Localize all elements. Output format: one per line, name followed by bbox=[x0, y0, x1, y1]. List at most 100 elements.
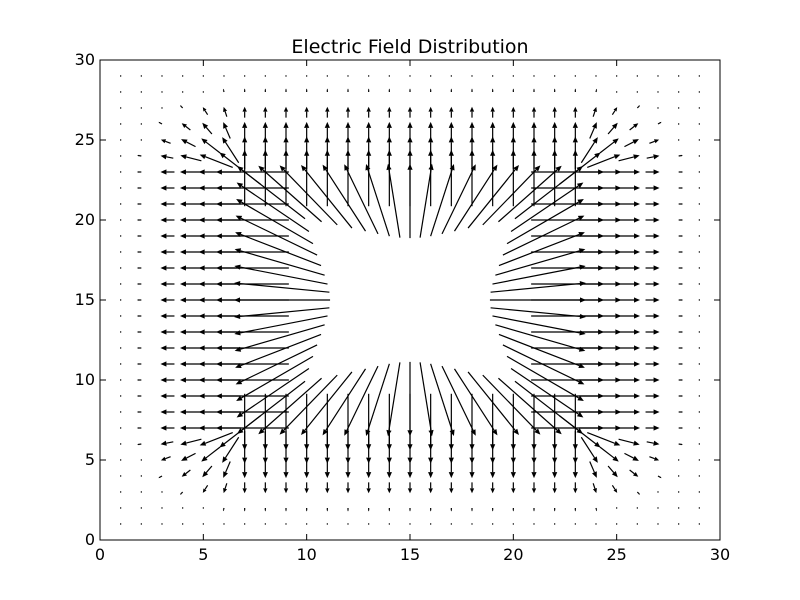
field-arrow bbox=[409, 88, 411, 92]
field-arrow bbox=[531, 393, 537, 451]
field-dot bbox=[181, 91, 184, 93]
field-arrow bbox=[450, 88, 453, 92]
field-dot bbox=[119, 267, 122, 269]
y-tick-label: 0 bbox=[85, 530, 95, 549]
field-arrow bbox=[471, 88, 473, 92]
field-arrow bbox=[636, 491, 641, 495]
field-dot bbox=[595, 75, 597, 77]
field-arrow bbox=[611, 485, 618, 493]
field-dot bbox=[698, 139, 701, 141]
field-arrow bbox=[678, 299, 684, 301]
field-dot bbox=[161, 75, 163, 77]
field-arrow bbox=[264, 508, 267, 512]
field-arrow bbox=[345, 136, 351, 169]
field-arrow bbox=[388, 88, 391, 92]
field-arrow bbox=[179, 491, 184, 495]
field-dot bbox=[140, 507, 143, 509]
field-arrow bbox=[678, 363, 684, 365]
field-arrow bbox=[202, 107, 209, 115]
field-arrow bbox=[407, 106, 413, 118]
field-arrow bbox=[645, 233, 660, 239]
field-arrow bbox=[263, 482, 268, 494]
field-arrow bbox=[160, 409, 175, 415]
y-tick-label: 30 bbox=[75, 50, 95, 69]
field-arrow bbox=[236, 182, 310, 233]
field-dot bbox=[264, 75, 267, 77]
field-arrow bbox=[136, 251, 142, 253]
field-dot bbox=[409, 75, 411, 77]
field-arrow bbox=[574, 88, 577, 92]
field-dot bbox=[140, 107, 143, 109]
field-arrow bbox=[579, 345, 622, 351]
field-arrow bbox=[234, 248, 325, 276]
field-dot bbox=[698, 347, 701, 349]
field-arrow bbox=[572, 121, 578, 141]
field-arrow bbox=[304, 136, 310, 169]
field-arrow bbox=[574, 508, 577, 512]
field-arrow bbox=[579, 201, 622, 207]
field-arrow bbox=[615, 297, 641, 303]
field-arrow bbox=[645, 281, 660, 287]
field-arrow bbox=[283, 482, 289, 494]
field-arrow bbox=[305, 88, 308, 92]
field-arrow bbox=[482, 374, 541, 435]
field-arrow bbox=[283, 136, 289, 169]
field-arrow bbox=[615, 409, 641, 415]
field-arrow bbox=[607, 122, 618, 135]
field-dot bbox=[388, 523, 391, 525]
field-arrow bbox=[160, 440, 174, 446]
field-arrow bbox=[136, 411, 142, 413]
field-arrow bbox=[678, 203, 684, 205]
field-arrow bbox=[636, 105, 641, 109]
field-arrow bbox=[573, 482, 578, 494]
field-arrow bbox=[262, 121, 268, 141]
field-arrow bbox=[469, 136, 475, 169]
field-arrow bbox=[234, 280, 330, 293]
field-arrow bbox=[236, 355, 314, 401]
field-arrow bbox=[222, 436, 240, 463]
field-arrow bbox=[243, 88, 246, 92]
field-dot bbox=[450, 75, 453, 77]
field-arrow bbox=[678, 283, 684, 285]
field-arrow bbox=[258, 377, 322, 435]
field-dot bbox=[698, 491, 701, 493]
field-arrow bbox=[645, 329, 660, 335]
field-dot bbox=[698, 91, 701, 93]
field-arrow bbox=[579, 297, 622, 303]
field-arrow bbox=[498, 232, 585, 267]
field-arrow bbox=[579, 361, 622, 367]
field-arrow bbox=[498, 377, 562, 435]
field-arrow bbox=[572, 136, 578, 169]
field-arrow bbox=[215, 393, 289, 399]
chart-title: Electric Field Distribution bbox=[291, 36, 528, 58]
field-dot bbox=[285, 523, 287, 525]
field-dot bbox=[677, 91, 680, 93]
field-arrow bbox=[615, 281, 641, 287]
field-arrow bbox=[552, 393, 558, 451]
field-dot bbox=[119, 283, 122, 285]
field-dot bbox=[140, 139, 143, 141]
field-arrow bbox=[386, 393, 392, 451]
field-arrow bbox=[344, 164, 379, 235]
field-arrow bbox=[490, 136, 496, 169]
field-dot bbox=[119, 75, 122, 77]
field-arrow bbox=[428, 393, 434, 451]
field-arrow bbox=[301, 164, 353, 229]
field-arrow bbox=[283, 106, 289, 118]
field-dot bbox=[140, 459, 143, 461]
field-arrow bbox=[491, 508, 494, 512]
field-arrow bbox=[573, 106, 578, 118]
field-dot bbox=[553, 75, 556, 77]
field-dot bbox=[677, 75, 680, 77]
field-arrow bbox=[215, 169, 289, 175]
field-arrow bbox=[160, 169, 175, 175]
field-arrow bbox=[387, 106, 392, 118]
field-arrow bbox=[678, 315, 684, 317]
field-arrow bbox=[136, 299, 142, 301]
field-arrow bbox=[587, 432, 621, 446]
field-arrow bbox=[678, 171, 684, 173]
field-arrow bbox=[506, 355, 584, 401]
field-arrow bbox=[347, 88, 349, 92]
field-arrow bbox=[553, 88, 556, 92]
